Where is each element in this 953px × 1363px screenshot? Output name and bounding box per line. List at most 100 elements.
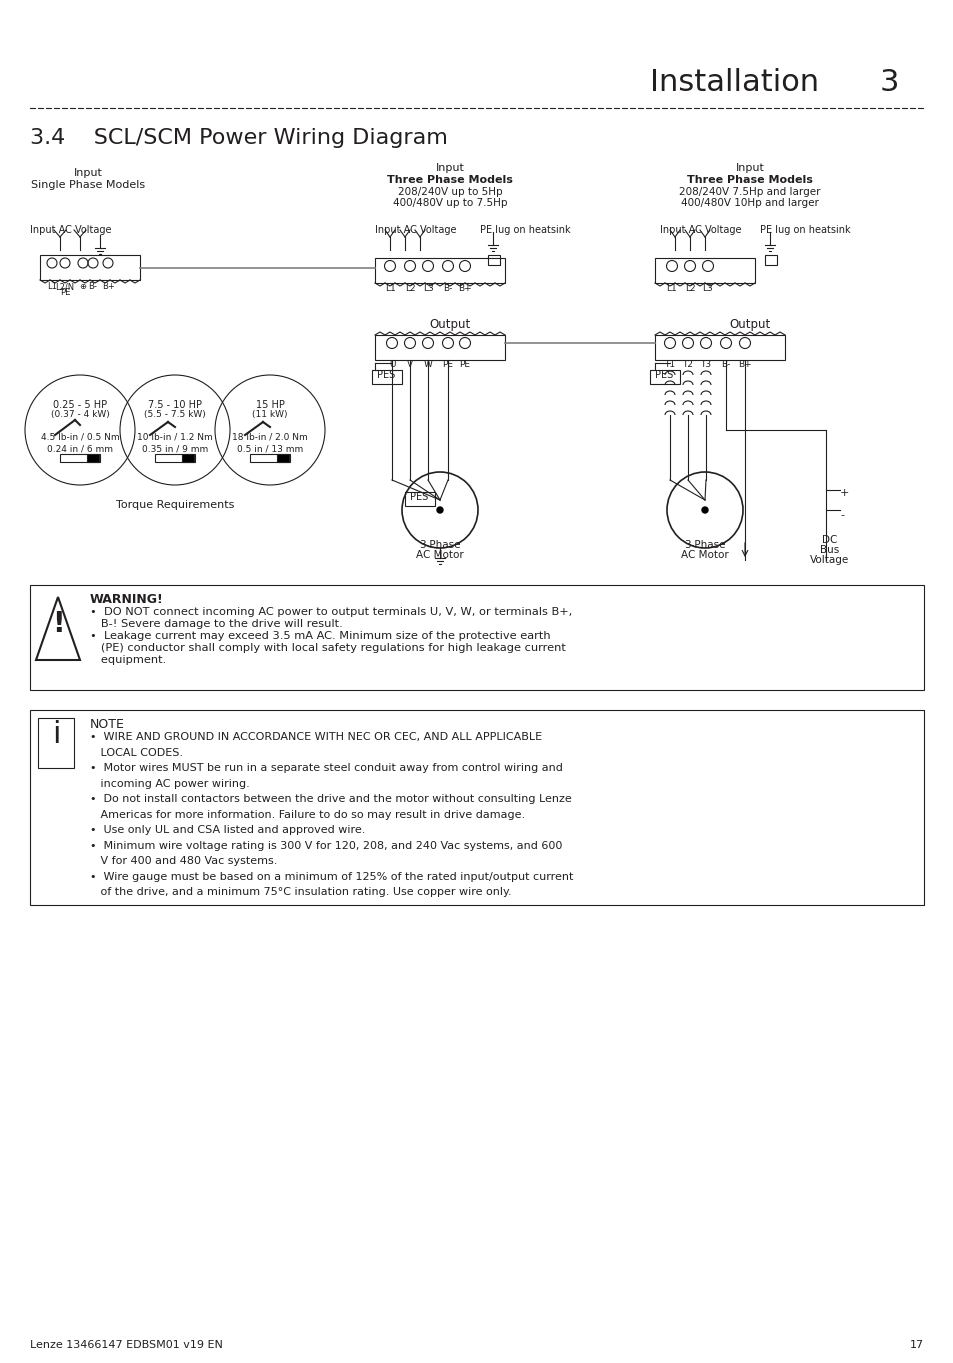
Bar: [60, 454, 100, 462]
Bar: [488, 255, 499, 264]
Bar: [40, 255, 140, 279]
Text: PES: PES: [655, 369, 673, 380]
Text: 0.24 in / 6 mm: 0.24 in / 6 mm: [47, 444, 112, 453]
Text: AC Motor: AC Motor: [680, 551, 728, 560]
Text: of the drive, and a minimum 75°C insulation rating. Use copper wire only.: of the drive, and a minimum 75°C insulat…: [90, 887, 511, 897]
Text: i: i: [51, 720, 60, 750]
Text: B-: B-: [443, 284, 453, 293]
Text: L2: L2: [684, 284, 695, 293]
Bar: [87, 454, 99, 462]
Text: •  Do not install contactors between the drive and the motor without consulting : • Do not install contactors between the …: [90, 795, 571, 804]
Text: 0.25 - 5 HP: 0.25 - 5 HP: [52, 399, 107, 410]
Text: 0.35 in / 9 mm: 0.35 in / 9 mm: [142, 444, 208, 453]
Text: Bus: Bus: [820, 545, 839, 555]
Text: LOCAL CODES.: LOCAL CODES.: [90, 747, 183, 758]
Text: PE: PE: [459, 360, 470, 369]
Text: DC: DC: [821, 536, 837, 545]
Bar: [276, 454, 289, 462]
Text: 10 lb-in / 1.2 Nm: 10 lb-in / 1.2 Nm: [137, 432, 213, 442]
Text: 3: 3: [879, 68, 899, 97]
Text: PE: PE: [60, 288, 71, 297]
Bar: [405, 492, 435, 506]
Text: !: !: [51, 611, 64, 638]
Circle shape: [436, 507, 442, 512]
Text: 208/240V up to 5Hp: 208/240V up to 5Hp: [397, 187, 502, 198]
Text: equipment.: equipment.: [90, 656, 166, 665]
Text: ⊕: ⊕: [79, 282, 87, 290]
Text: Input AC Voltage: Input AC Voltage: [30, 225, 112, 234]
Text: Single Phase Models: Single Phase Models: [30, 180, 145, 189]
Text: WARNING!: WARNING!: [90, 593, 164, 607]
Text: T3: T3: [700, 360, 711, 369]
Text: Output: Output: [429, 318, 470, 331]
Text: (0.37 - 4 kW): (0.37 - 4 kW): [51, 410, 110, 418]
Text: (11 kW): (11 kW): [252, 410, 288, 418]
Text: Input AC Voltage: Input AC Voltage: [375, 225, 456, 234]
Text: incoming AC power wiring.: incoming AC power wiring.: [90, 778, 250, 789]
Bar: [372, 369, 401, 384]
Text: Input: Input: [436, 164, 464, 173]
Text: •  Motor wires MUST be run in a separate steel conduit away from control wiring : • Motor wires MUST be run in a separate …: [90, 763, 562, 773]
Text: L2: L2: [404, 284, 415, 293]
Bar: [38, 718, 74, 767]
Text: B+: B+: [738, 360, 751, 369]
Text: •  WIRE AND GROUND IN ACCORDANCE WITH NEC OR CEC, AND ALL APPLICABLE: • WIRE AND GROUND IN ACCORDANCE WITH NEC…: [90, 732, 541, 741]
Text: 400/480V up to 7.5Hp: 400/480V up to 7.5Hp: [393, 198, 507, 209]
Text: 4.5 lb-in / 0.5 Nm: 4.5 lb-in / 0.5 Nm: [41, 432, 119, 442]
Text: B+: B+: [102, 282, 114, 290]
Text: L1: L1: [384, 284, 395, 293]
Bar: [655, 335, 784, 360]
Text: Installation: Installation: [649, 68, 819, 97]
Text: •  DO NOT connect incoming AC power to output terminals U, V, W, or terminals B+: • DO NOT connect incoming AC power to ou…: [90, 607, 572, 617]
Text: B-: B-: [89, 282, 97, 290]
Text: PE: PE: [442, 360, 453, 369]
Bar: [30, 710, 923, 905]
Text: 15 HP: 15 HP: [255, 399, 284, 410]
Bar: [649, 369, 679, 384]
Text: 208/240V 7.5Hp and larger: 208/240V 7.5Hp and larger: [679, 187, 820, 198]
Text: Input AC Voltage: Input AC Voltage: [659, 225, 740, 234]
Text: V for 400 and 480 Vac systems.: V for 400 and 480 Vac systems.: [90, 856, 277, 866]
Text: 7.5 - 10 HP: 7.5 - 10 HP: [148, 399, 202, 410]
Text: U: U: [388, 360, 395, 369]
Text: AC Motor: AC Motor: [416, 551, 463, 560]
Text: T1: T1: [663, 360, 675, 369]
Text: •  Leakage current may exceed 3.5 mA AC. Minimum size of the protective earth: • Leakage current may exceed 3.5 mA AC. …: [90, 631, 550, 641]
Text: +: +: [840, 488, 848, 497]
Bar: [30, 585, 923, 690]
Text: B-: B-: [720, 360, 730, 369]
Text: -: -: [840, 510, 843, 521]
Bar: [375, 335, 504, 360]
Text: V: V: [407, 360, 413, 369]
Bar: [154, 454, 194, 462]
Text: Voltage: Voltage: [809, 555, 849, 566]
Text: T2: T2: [681, 360, 693, 369]
Text: Torque Requirements: Torque Requirements: [115, 500, 233, 510]
Bar: [182, 454, 193, 462]
Text: L3: L3: [702, 284, 713, 293]
Text: W: W: [423, 360, 432, 369]
Text: Three Phase Models: Three Phase Models: [686, 174, 812, 185]
Text: 3-Phase: 3-Phase: [418, 540, 460, 551]
Text: Input: Input: [73, 168, 102, 179]
Text: L1: L1: [666, 284, 677, 293]
Text: 18 lb-in / 2.0 Nm: 18 lb-in / 2.0 Nm: [232, 432, 308, 442]
Text: B-! Severe damage to the drive will result.: B-! Severe damage to the drive will resu…: [90, 619, 342, 628]
Bar: [375, 258, 504, 284]
Text: 3.4    SCL/SCM Power Wiring Diagram: 3.4 SCL/SCM Power Wiring Diagram: [30, 128, 447, 149]
Text: PE lug on heatsink: PE lug on heatsink: [479, 225, 570, 234]
Text: (5.5 - 7.5 kW): (5.5 - 7.5 kW): [144, 410, 206, 418]
Text: •  Minimum wire voltage rating is 300 V for 120, 208, and 240 Vac systems, and 6: • Minimum wire voltage rating is 300 V f…: [90, 841, 561, 851]
Bar: [250, 454, 290, 462]
Text: L3: L3: [422, 284, 433, 293]
Text: 17: 17: [909, 1340, 923, 1349]
Bar: [655, 258, 754, 284]
Text: •  Use only UL and CSA listed and approved wire.: • Use only UL and CSA listed and approve…: [90, 825, 365, 836]
Text: Output: Output: [729, 318, 770, 331]
Text: Three Phase Models: Three Phase Models: [387, 174, 513, 185]
Text: Input: Input: [735, 164, 763, 173]
Text: PE lug on heatsink: PE lug on heatsink: [760, 225, 850, 234]
Circle shape: [701, 507, 707, 512]
Text: L1: L1: [47, 282, 57, 290]
Text: L2/N: L2/N: [55, 282, 74, 290]
